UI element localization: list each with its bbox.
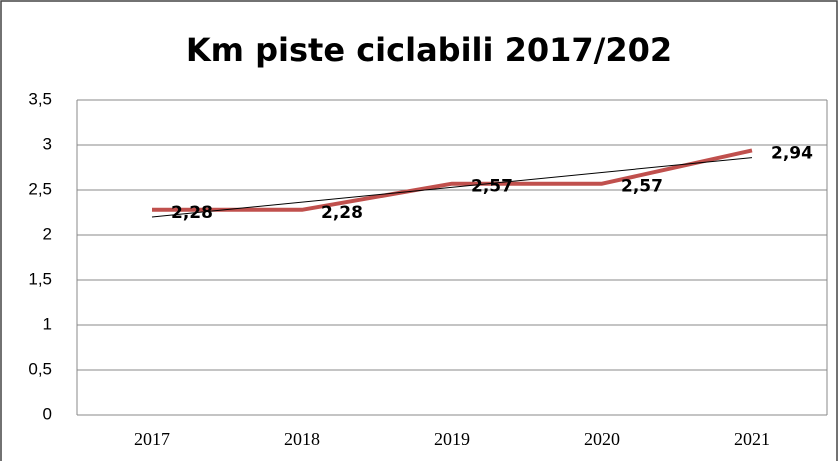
y-tick-label: 3,5: [28, 89, 52, 108]
x-tick-label: 2021: [734, 429, 770, 449]
y-tick-label: 1: [43, 314, 52, 333]
y-tick-label: 2: [43, 224, 52, 243]
x-tick-label: 2020: [584, 429, 620, 449]
chart-title: Km piste ciclabili 2017/202: [186, 31, 672, 69]
x-tick-label: 2017: [134, 429, 170, 449]
x-tick-label: 2018: [284, 429, 320, 449]
data-line: [152, 148, 753, 212]
y-tick-label: 0,5: [28, 359, 52, 378]
value-label: 2,57: [621, 177, 663, 197]
x-tick-label: 2019: [434, 429, 470, 449]
value-label: 2,28: [171, 203, 213, 223]
y-tick-label: 3: [43, 134, 52, 153]
trendline: [151, 157, 753, 218]
value-label: 2,28: [321, 203, 363, 223]
value-label: 2,94: [771, 143, 813, 163]
y-tick-label: 1,5: [28, 269, 52, 288]
y-tick-label: 2,5: [28, 179, 52, 198]
y-tick-label: 0: [43, 404, 52, 423]
value-label: 2,57: [471, 177, 513, 197]
